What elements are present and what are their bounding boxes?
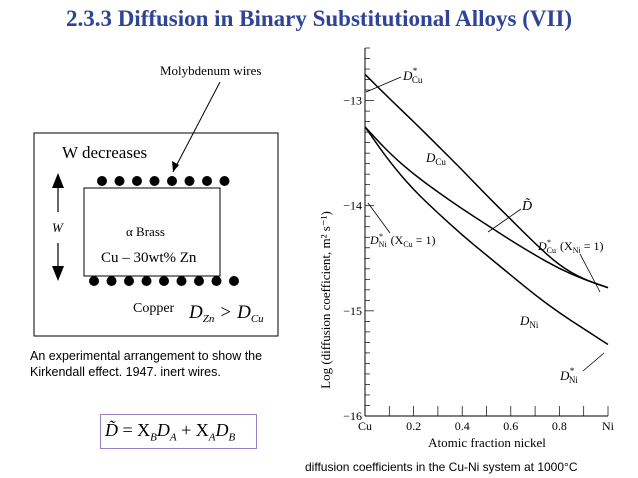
- bottom-wire-marker: [141, 276, 152, 286]
- chart-caption: diffusion coefficients in the Cu-Ni syst…: [305, 460, 578, 474]
- chart-series: [364, 73, 609, 346]
- label-dtilde: D̃: [521, 198, 532, 214]
- brass-inner-block: [83, 187, 221, 277]
- top-wire-marker: [167, 176, 177, 186]
- w-arrow-down-head: [52, 266, 64, 281]
- series-line-1: [364, 126, 609, 289]
- top-wire-marker: [219, 176, 230, 186]
- alpha-brass-label: α Brass: [126, 224, 165, 239]
- label-dcu-star-right-leader: [579, 253, 601, 293]
- composition-label: Cu – 30wt% Zn: [101, 250, 197, 266]
- x-tick-label: 0.8: [552, 419, 567, 433]
- y-tick-label: −14: [343, 199, 362, 213]
- bottom-wire-marker: [194, 276, 204, 286]
- series-line-2: [364, 126, 609, 346]
- w-decreases-label: W decreases: [62, 143, 147, 162]
- wires-label: Molybdenum wires: [160, 63, 261, 78]
- label-dni-star-leader: [582, 352, 605, 372]
- bottom-wire-marker: [159, 276, 169, 286]
- interdiffusion-formula-box: D̃ = XBDA + XADB: [100, 414, 257, 449]
- top-wire-marker: [184, 176, 195, 186]
- label-dni-star-left: D* Ni (XCu = 1): [369, 232, 435, 249]
- label-dcu: DCu: [425, 150, 446, 167]
- label-dni-star: D* Ni: [559, 366, 578, 385]
- y-tick-label: −16: [343, 409, 362, 423]
- x-tick-label: 0.6: [503, 419, 518, 433]
- top-wire-marker: [97, 176, 107, 186]
- bottom-wire-marker: [106, 276, 117, 286]
- label-dtilde-leader: [487, 208, 522, 233]
- bottom-wire-marker: [176, 276, 187, 286]
- w-arrow-up-head: [52, 173, 64, 188]
- label-dcu-star-leader: [365, 76, 402, 93]
- top-wire-marker: [114, 176, 125, 186]
- copper-label: Copper: [133, 301, 175, 316]
- top-wire-marker: [149, 176, 160, 186]
- x-tick-label: Cu: [358, 419, 372, 433]
- x-axis-label: Atomic fraction nickel: [428, 435, 546, 450]
- top-wire-marker: [132, 176, 142, 186]
- x-tick-label: Ni: [602, 419, 615, 433]
- bottom-wire-marker: [89, 276, 99, 286]
- label-dni-star-left-leader: [367, 202, 391, 234]
- slide-title: 2.3.3 Diffusion in Binary Substitutional…: [65, 6, 573, 31]
- label-dcu-star-right: D* Cu (XNi = 1): [537, 238, 603, 255]
- wires-pointer-head: [172, 161, 179, 172]
- interdiffusion-formula: D̃ = XBDA + XADB: [105, 420, 236, 444]
- label-dcu-star: D* Cu: [402, 66, 423, 85]
- label-dni: DNi: [519, 313, 539, 330]
- chart-axes: −16 −15 −14 −13 Cu 0.2 0.4 0.6 0.8 Ni: [343, 47, 615, 433]
- y-tick-label: −13: [343, 94, 362, 108]
- y-axis-label: Log (diffusion coefficient, m² s⁻¹): [318, 211, 333, 389]
- w-symbol: W: [52, 220, 64, 235]
- series-line-0: [364, 73, 609, 289]
- diffusion-inequality: DZn > DCu: [188, 302, 264, 325]
- y-tick-label: −15: [343, 304, 362, 318]
- copper-outer-block: [33, 132, 279, 337]
- bottom-wire-marker: [124, 276, 134, 286]
- bottom-wire-row: [89, 276, 239, 286]
- bottom-wire-marker: [229, 276, 239, 286]
- experiment-caption: An experimental arrangement to show the …: [30, 349, 263, 379]
- wires-pointer: [172, 81, 221, 173]
- bottom-wire-marker: [211, 276, 222, 286]
- x-tick-label: 0.4: [455, 419, 470, 433]
- x-tick-label: 0.2: [406, 419, 421, 433]
- top-wire-marker: [202, 176, 212, 186]
- top-wire-row: [97, 176, 230, 186]
